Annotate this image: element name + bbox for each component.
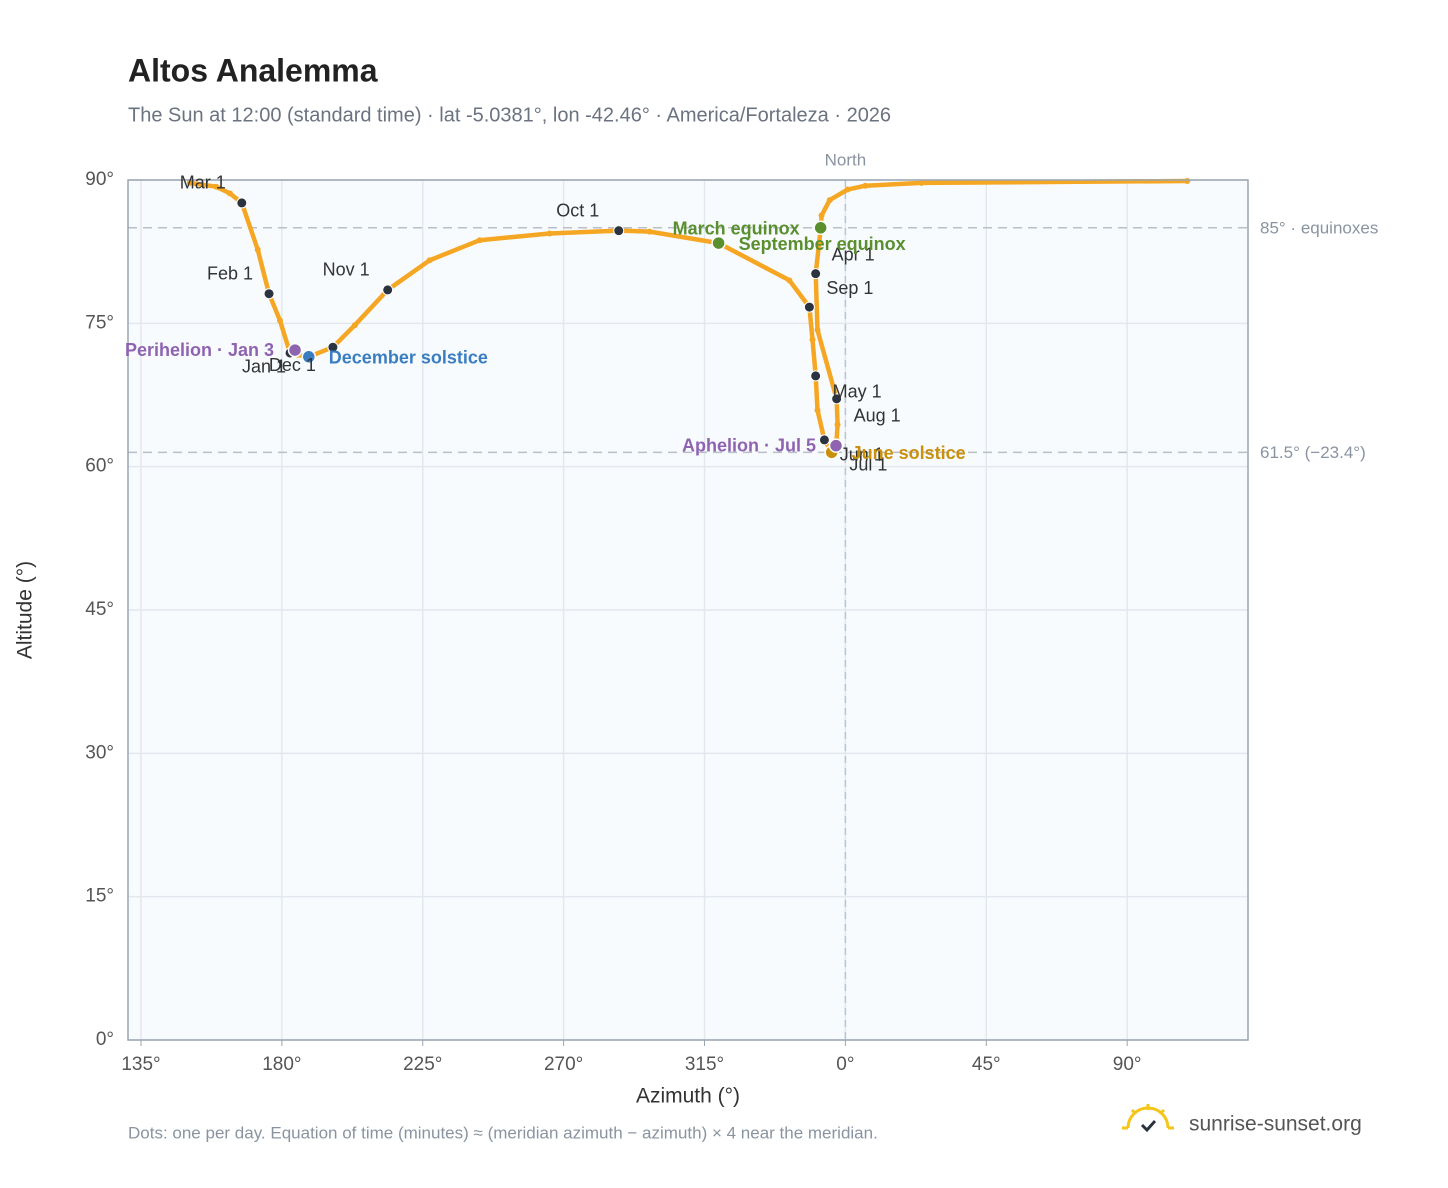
date-label: Jan 1 <box>242 357 286 377</box>
x-tick-label: 180° <box>262 1054 301 1075</box>
date-label: Aug 1 <box>854 406 901 426</box>
x-tick-label: 90° <box>1113 1054 1142 1075</box>
event-label: Perihelion · Jan 3 <box>125 340 274 360</box>
x-tick-label: 0° <box>836 1054 854 1075</box>
chart-title: Altos Analemma <box>128 52 378 88</box>
event-label: Aphelion · Jul 5 <box>682 435 816 455</box>
day-dot <box>646 228 653 235</box>
day-dot <box>186 179 193 186</box>
event-dot <box>828 438 844 453</box>
brand-name: sunrise-sunset.org <box>1189 1113 1362 1136</box>
day-dot <box>826 197 833 204</box>
date-label: Apr 1 <box>832 244 875 264</box>
x-tick-label: 45° <box>972 1054 1001 1075</box>
reference-lines <box>128 180 1248 1040</box>
date-dot <box>382 284 394 296</box>
day-dot <box>834 421 841 428</box>
day-dot <box>918 179 925 186</box>
reference-label: 85° · equinoxes <box>1260 218 1378 237</box>
date-dot <box>810 268 822 280</box>
labels: 0° 15° 30° 45° 60° 75° 90° 135° 180° 225° 270° 315°… <box>85 150 1378 1075</box>
day-dot <box>276 317 283 324</box>
date-dot <box>831 393 843 405</box>
date-label: Jul 1 <box>849 455 887 475</box>
date-dot <box>818 434 830 446</box>
date-dot <box>327 341 339 353</box>
date-dot <box>263 288 275 300</box>
date-label: Oct 1 <box>556 200 599 220</box>
date-label: May 1 <box>833 382 882 402</box>
date-dot <box>613 225 625 237</box>
marks <box>186 177 1191 460</box>
y-axis-label: Altitude (°) <box>14 561 37 659</box>
day-dot <box>426 257 433 264</box>
y-tick-label: 0° <box>96 1029 114 1050</box>
x-axis-label: Azimuth (°) <box>636 1085 740 1108</box>
day-dot <box>814 327 821 334</box>
event-label: June solstice <box>852 443 966 463</box>
x-tick-label: 135° <box>121 1054 160 1075</box>
date-label: Dec 1 <box>269 355 316 375</box>
date-label: Nov 1 <box>323 260 370 280</box>
y-tick-label: 60° <box>85 456 114 477</box>
date-label: Jun 1 <box>840 444 884 464</box>
day-dot <box>546 230 553 237</box>
day-dot <box>818 212 825 219</box>
day-dot <box>814 407 821 414</box>
x-tick-label: 270° <box>544 1054 583 1075</box>
date-label: Sep 1 <box>826 278 873 298</box>
footnote: Dots: one per day. Equation of time (min… <box>128 1123 878 1142</box>
day-dot <box>786 277 793 284</box>
date-dot <box>803 301 815 313</box>
day-dot <box>1184 177 1191 184</box>
event-label: December solstice <box>329 348 488 368</box>
date-label: Feb 1 <box>207 263 253 283</box>
y-tick-label: 45° <box>85 599 114 620</box>
brand-logo <box>1122 1104 1174 1133</box>
event-dot <box>813 220 828 236</box>
day-dot <box>254 246 261 253</box>
date-dot <box>236 197 248 209</box>
day-dot <box>226 190 233 197</box>
x-tick-label: 225° <box>403 1054 442 1075</box>
day-dot <box>351 322 358 329</box>
x-tick-label: 315° <box>685 1054 724 1075</box>
day-dot <box>809 336 816 343</box>
y-tick-label: 30° <box>85 742 114 763</box>
plot-frame <box>127 179 1249 1041</box>
date-label: Mar 1 <box>180 173 226 193</box>
event-dot <box>301 349 317 365</box>
y-tick-label: 90° <box>85 169 114 190</box>
meridian-label: North <box>825 150 867 169</box>
event-label: September equinox <box>739 234 906 254</box>
day-dot <box>844 186 851 193</box>
reference-label: 61.5° (−23.4°) <box>1260 443 1366 462</box>
event-dot <box>287 342 303 358</box>
y-tick-label: 15° <box>85 886 114 907</box>
event-dot <box>711 235 726 251</box>
day-dot <box>862 182 869 189</box>
y-tick-label: 75° <box>85 312 114 333</box>
chart-subtitle: The Sun at 12:00 (standard time) · lat -… <box>128 104 891 126</box>
day-dot <box>476 237 483 244</box>
day-dot <box>213 183 220 190</box>
date-dot <box>810 370 822 382</box>
event-label: March equinox <box>673 219 800 239</box>
